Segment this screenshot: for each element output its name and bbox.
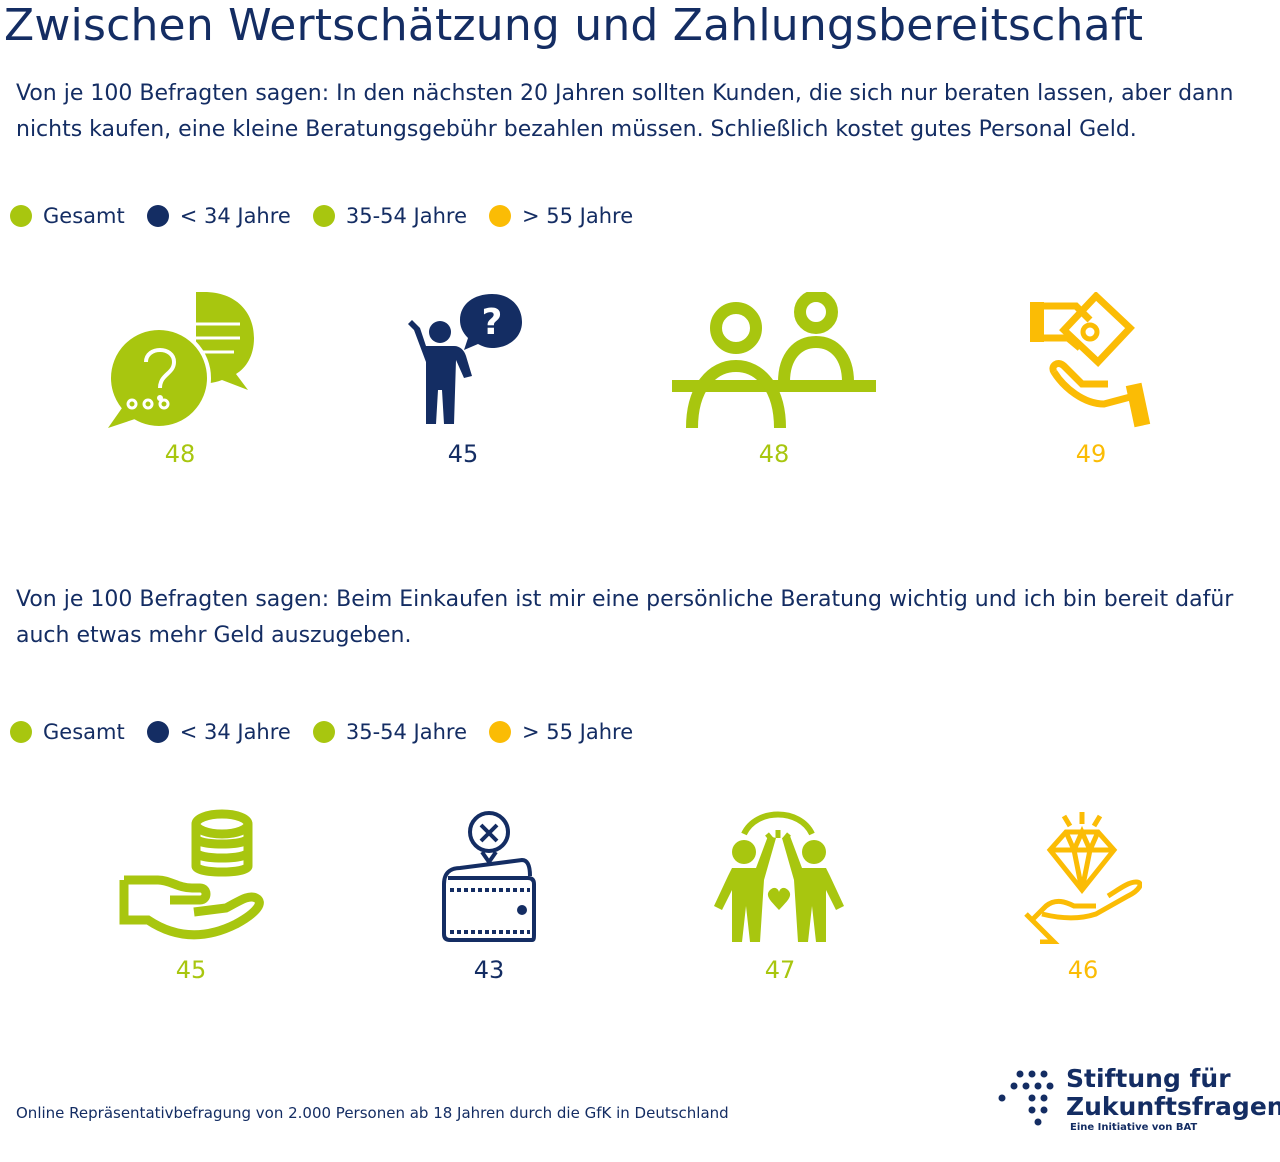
value-under-34-1: 45 <box>447 440 479 468</box>
legend-label: > 55 Jahre <box>522 204 634 228</box>
footnote: Online Repräsentativbefragung von 2.000 … <box>16 1104 729 1122</box>
logo-dots-icon <box>998 1070 1054 1126</box>
value-over-55-1: 49 <box>1075 440 1107 468</box>
value-gesamt-2: 45 <box>175 956 207 984</box>
legend-item-35-54: 35-54 Jahre <box>312 720 468 744</box>
legend-item-gesamt: Gesamt <box>10 204 125 228</box>
value-over-55-2: 46 <box>1067 956 1099 984</box>
two-people-table-icon <box>672 292 876 429</box>
legend-dot <box>312 721 335 743</box>
high-five-heart-icon <box>714 811 844 942</box>
question-2: Von je 100 Befragten sagen: Beim Einkauf… <box>16 587 1234 648</box>
legend-label: 35-54 Jahre <box>345 720 468 744</box>
value-gesamt-1: 48 <box>164 440 196 468</box>
question-1: Von je 100 Befragten sagen: In den nächs… <box>16 81 1234 142</box>
legend-dot <box>312 205 335 227</box>
value-35-54-1: 48 <box>758 440 790 468</box>
person-question-icon: ? <box>408 294 522 424</box>
legend-label: < 34 Jahre <box>179 720 291 744</box>
legend-dot <box>10 721 32 743</box>
legend-item-gesamt: Gesamt <box>10 720 125 744</box>
legend-dot <box>489 205 512 227</box>
legend-item-35-54: 35-54 Jahre <box>312 204 468 228</box>
legend-label: 35-54 Jahre <box>345 204 468 228</box>
logo-line-2: Zukunftsfragen <box>1066 1092 1280 1121</box>
logo: Stiftung für Zukunftsfragen Eine Initiat… <box>998 1064 1280 1134</box>
legend-label: Gesamt <box>43 720 125 744</box>
legend-dot <box>489 721 512 743</box>
legend-item-over-55: > 55 Jahre <box>489 204 633 228</box>
value-under-34-2: 43 <box>473 956 505 984</box>
hand-receiving-money-icon <box>1030 292 1151 428</box>
legend-dot <box>10 205 32 227</box>
legend-dot <box>146 721 169 743</box>
page-title: Zwischen Wertschätzung und Zahlungsberei… <box>4 0 1144 51</box>
legend-1: Gesamt < 34 Jahre 35-54 Jahre > 55 Jahre <box>10 204 655 228</box>
legend-item-over-55: > 55 Jahre <box>489 720 633 744</box>
logo-subline: Eine Initiative von BAT <box>1070 1122 1198 1133</box>
legend-label: < 34 Jahre <box>179 204 291 228</box>
legend-label: > 55 Jahre <box>522 720 634 744</box>
empty-wallet-icon <box>442 811 536 942</box>
speech-bubbles-question-icon <box>107 292 254 430</box>
legend-dot <box>146 205 169 227</box>
hand-diamond-icon <box>1024 812 1142 944</box>
legend-2: Gesamt < 34 Jahre 35-54 Jahre > 55 Jahre <box>10 720 655 744</box>
hand-coins-icon <box>119 809 264 940</box>
logo-line-1: Stiftung für <box>1066 1064 1231 1093</box>
legend-item-under-34: < 34 Jahre <box>146 204 291 228</box>
legend-item-under-34: < 34 Jahre <box>146 720 291 744</box>
legend-label: Gesamt <box>43 204 125 228</box>
svg-text:?: ? <box>482 302 503 343</box>
value-35-54-2: 47 <box>764 956 796 984</box>
